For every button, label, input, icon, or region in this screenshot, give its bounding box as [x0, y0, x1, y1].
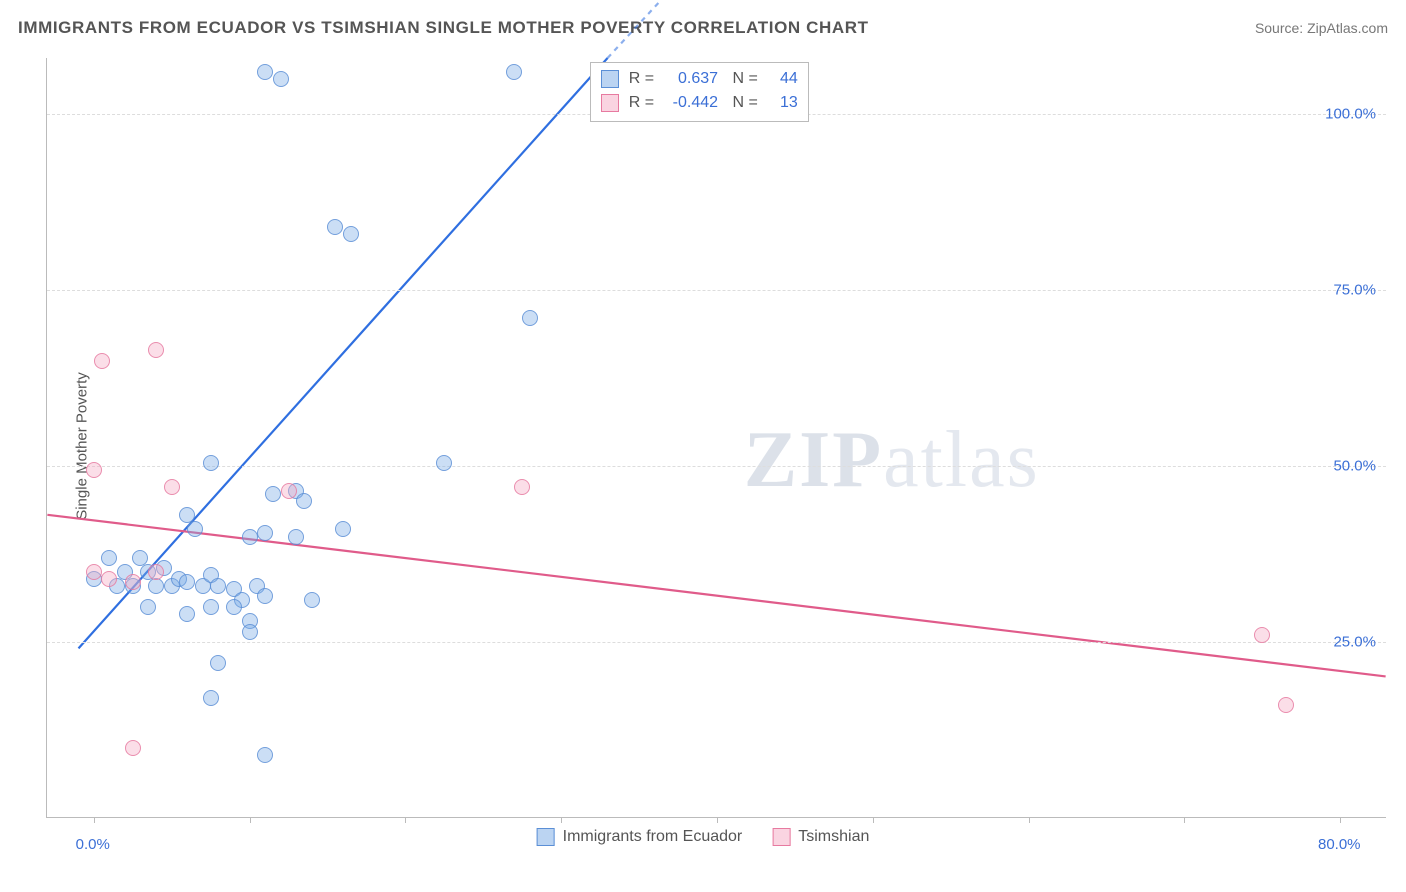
gridline-h [47, 466, 1386, 467]
stat-n-val-tsimshian: 13 [768, 94, 798, 112]
marker-ecuador [257, 588, 273, 604]
marker-ecuador [210, 655, 226, 671]
x-tick [1340, 817, 1341, 823]
x-tick [405, 817, 406, 823]
x-tick [94, 817, 95, 823]
marker-ecuador [522, 310, 538, 326]
trend-lines-layer [47, 58, 1386, 817]
legend-label-ecuador: Immigrants from Ecuador [563, 828, 743, 846]
y-tick-label: 75.0% [1333, 282, 1376, 299]
marker-tsimshian [281, 483, 297, 499]
stats-row-tsimshian: R = -0.442 N = 13 [601, 91, 798, 115]
stat-n-label: N = [728, 70, 758, 88]
marker-tsimshian [1278, 697, 1294, 713]
x-tick [717, 817, 718, 823]
swatch-ecuador [601, 70, 619, 88]
stat-r-val-ecuador: 0.637 [664, 70, 718, 88]
legend-label-tsimshian: Tsimshian [798, 828, 869, 846]
source-prefix: Source: [1255, 20, 1307, 36]
marker-ecuador [210, 578, 226, 594]
marker-ecuador [101, 550, 117, 566]
source-label: Source: ZipAtlas.com [1255, 20, 1388, 36]
marker-ecuador [257, 747, 273, 763]
marker-tsimshian [101, 571, 117, 587]
marker-ecuador [327, 219, 343, 235]
stat-n-val-ecuador: 44 [768, 70, 798, 88]
marker-ecuador [203, 455, 219, 471]
plot-area: ZIPatlas R = 0.637 N = 44 R = -0.442 N = 13 2… [46, 58, 1386, 818]
marker-ecuador [187, 521, 203, 537]
source-link[interactable]: ZipAtlas.com [1307, 20, 1388, 36]
legend-swatch-ecuador [537, 828, 555, 846]
stats-box: R = 0.637 N = 44 R = -0.442 N = 13 [590, 62, 809, 122]
gridline-h [47, 642, 1386, 643]
marker-ecuador [273, 71, 289, 87]
marker-tsimshian [86, 564, 102, 580]
marker-ecuador [226, 599, 242, 615]
watermark-atlas: atlas [883, 416, 1040, 504]
stat-r-label: R = [629, 70, 654, 88]
marker-ecuador [203, 599, 219, 615]
marker-tsimshian [125, 740, 141, 756]
marker-tsimshian [94, 353, 110, 369]
x-tick [1029, 817, 1030, 823]
marker-tsimshian [1254, 627, 1270, 643]
marker-ecuador [203, 690, 219, 706]
marker-tsimshian [125, 574, 141, 590]
marker-ecuador [242, 624, 258, 640]
marker-ecuador [304, 592, 320, 608]
stat-n-label: N = [728, 94, 758, 112]
marker-tsimshian [148, 342, 164, 358]
marker-ecuador [265, 486, 281, 502]
x-tick [1184, 817, 1185, 823]
x-tick [250, 817, 251, 823]
stat-r-val-tsimshian: -0.442 [664, 94, 718, 112]
legend-item-ecuador[interactable]: Immigrants from Ecuador [537, 828, 743, 846]
x-tick [873, 817, 874, 823]
marker-ecuador [335, 521, 351, 537]
marker-ecuador [148, 578, 164, 594]
marker-ecuador [288, 529, 304, 545]
y-tick-label: 100.0% [1325, 106, 1376, 123]
marker-ecuador [506, 64, 522, 80]
marker-ecuador [179, 574, 195, 590]
legend-swatch-tsimshian [772, 828, 790, 846]
legend-bottom: Immigrants from Ecuador Tsimshian [537, 828, 870, 846]
marker-tsimshian [164, 479, 180, 495]
y-tick-label: 50.0% [1333, 458, 1376, 475]
marker-ecuador [140, 599, 156, 615]
gridline-h [47, 290, 1386, 291]
swatch-tsimshian [601, 94, 619, 112]
marker-ecuador [242, 529, 258, 545]
marker-ecuador [343, 226, 359, 242]
marker-ecuador [257, 525, 273, 541]
marker-tsimshian [148, 564, 164, 580]
watermark: ZIPatlas [744, 415, 1040, 506]
marker-ecuador [257, 64, 273, 80]
x-tick-label: 0.0% [76, 836, 110, 853]
marker-ecuador [436, 455, 452, 471]
watermark-zip: ZIP [744, 416, 883, 504]
stats-row-ecuador: R = 0.637 N = 44 [601, 67, 798, 91]
stat-r-label: R = [629, 94, 654, 112]
x-tick [561, 817, 562, 823]
chart-title: IMMIGRANTS FROM ECUADOR VS TSIMSHIAN SIN… [18, 18, 869, 38]
y-tick-label: 25.0% [1333, 634, 1376, 651]
marker-tsimshian [86, 462, 102, 478]
marker-tsimshian [514, 479, 530, 495]
marker-ecuador [296, 493, 312, 509]
legend-item-tsimshian[interactable]: Tsimshian [772, 828, 869, 846]
marker-ecuador [179, 606, 195, 622]
x-tick-label: 80.0% [1318, 836, 1361, 853]
